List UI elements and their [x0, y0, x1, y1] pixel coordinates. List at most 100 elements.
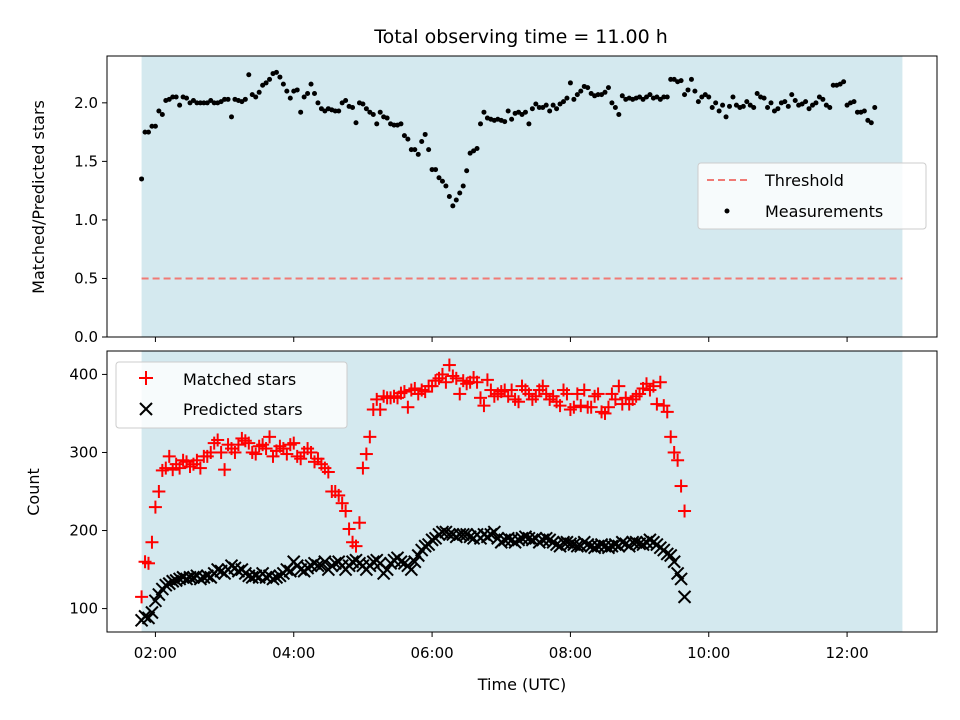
ratio-point [854, 109, 860, 115]
matched-point [159, 461, 173, 475]
predicted-point [380, 562, 394, 577]
ratio-point [384, 115, 390, 121]
legend-matched-swatch [139, 371, 153, 385]
matched-point [674, 479, 688, 493]
count-legend-box [115, 361, 348, 429]
ratio-point [436, 175, 442, 181]
matched-point [228, 445, 242, 459]
ratio-point [554, 106, 560, 112]
predicted-point [145, 605, 159, 620]
ratio-point [720, 102, 726, 108]
y-tick-label: 0.5 [74, 269, 98, 287]
legend-predicted-label: Predicted stars [183, 400, 303, 419]
ratio-point [478, 121, 483, 127]
ratio-point [768, 100, 774, 106]
ratio-point [533, 101, 539, 107]
predicted-point [408, 555, 422, 569]
matched-point [339, 504, 353, 518]
matched-point [359, 447, 373, 461]
ratio-point [713, 100, 719, 106]
ratio-point [184, 95, 190, 101]
ratio-x-ticks [154, 337, 848, 342]
ratio-point [350, 105, 356, 111]
ratio-point [661, 94, 667, 100]
ratio-point [315, 100, 321, 106]
matched-point [145, 535, 159, 549]
ratio-point [851, 99, 857, 105]
ratio-point [312, 90, 317, 96]
ratio-point [398, 121, 404, 127]
ratio-point [709, 105, 715, 111]
ratio-point [177, 102, 183, 108]
ratio-point [474, 145, 480, 151]
ratio-point [194, 100, 200, 106]
ratio-point [547, 108, 553, 114]
matched-point [505, 383, 519, 397]
y-tick-label: 1.5 [74, 152, 98, 170]
matched-point [660, 405, 674, 419]
matched-point [356, 461, 370, 475]
ratio-point [363, 106, 369, 112]
matched-point [259, 442, 273, 456]
ratio-point [564, 95, 570, 101]
predicted-point [539, 531, 553, 546]
legend-threshold-label: Threshold [764, 171, 844, 190]
ratio-point [405, 136, 411, 142]
matched-point [373, 403, 387, 417]
predicted-point [487, 525, 502, 539]
ratio-point [267, 76, 273, 82]
ratio-point [308, 81, 314, 87]
ratio-point [439, 178, 445, 184]
ratio-point [353, 120, 359, 126]
predicted-point [615, 535, 629, 549]
matched-point [142, 556, 155, 570]
predicted-point [664, 548, 678, 563]
matched-point [601, 400, 615, 414]
matched-point [218, 463, 232, 477]
ratio-point [585, 85, 591, 91]
matched-point [263, 430, 277, 444]
ratio-point [156, 108, 162, 114]
ratio-point [280, 81, 286, 87]
chart-title: Total observing time = 11.00 h [373, 26, 668, 48]
ratio-point [294, 87, 300, 93]
matched-point [397, 385, 411, 399]
matched-point [612, 379, 626, 393]
ratio-point [211, 100, 217, 106]
ratio-point [792, 97, 798, 103]
y-tick-label: 100 [69, 600, 98, 618]
count-y-ticks: 100 200 300 400 [69, 365, 107, 618]
ratio-point [419, 138, 425, 144]
ratio-point [685, 87, 691, 93]
count-x-ticks: 02:00 04:00 06:00 08:00 10:00 12:00 [134, 632, 869, 662]
ratio-point [536, 105, 542, 111]
ratio-point [830, 82, 836, 88]
predicted-point [210, 562, 225, 577]
ratio-point [464, 168, 470, 174]
matched-point [553, 399, 567, 413]
matched-point [321, 465, 335, 479]
ratio-point [225, 96, 231, 102]
ratio-y-ticks: 0.0 0.5 1.0 1.5 2.0 [74, 94, 107, 346]
ratio-point [505, 108, 511, 114]
ratio-point [201, 100, 207, 106]
ratio-point [242, 96, 248, 102]
x-tick-label: 06:00 [410, 644, 453, 662]
y-tick-label: 400 [69, 365, 98, 383]
ratio-point [377, 109, 383, 115]
ratio-point [813, 100, 819, 106]
matched-point [363, 430, 377, 444]
ratio-y-axis-label: Matched/Predicted stars [29, 100, 48, 294]
matched-point [173, 461, 187, 475]
ratio-points [139, 69, 878, 209]
ratio-point [612, 105, 618, 111]
ratio-point [785, 103, 791, 109]
matched-point [671, 453, 685, 467]
ratio-point [827, 105, 833, 111]
matched-point [439, 375, 453, 389]
ratio-legend: Threshold Measurements [697, 162, 927, 230]
ratio-point [595, 92, 601, 98]
matched-point [574, 399, 588, 413]
ratio-point [803, 99, 809, 105]
matched-point [249, 447, 263, 461]
